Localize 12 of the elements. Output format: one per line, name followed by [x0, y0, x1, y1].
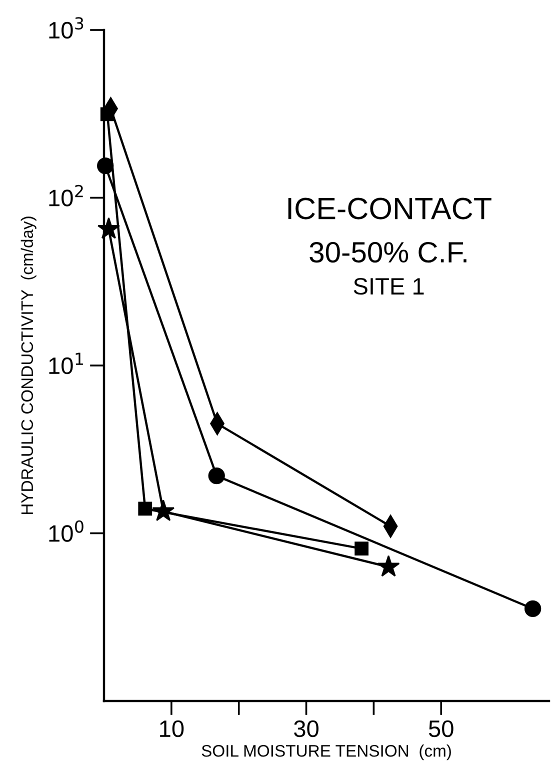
- y-tick-label: 10$^{0}$: [49, 520, 84, 542]
- y-tick-label: 10$^{2}$: [49, 184, 83, 206]
- x-tick-label: 30: [294, 720, 318, 738]
- annotation: 30-50% C.F.: [310, 242, 466, 263]
- x-tick-label: 10: [160, 720, 184, 738]
- y-axis-title: HYDRAULIC CONDUCTIVITY (cm/day): [20, 216, 36, 514]
- y-tick-label: 10$^{1}$: [49, 352, 83, 374]
- annotation: SITE 1: [354, 278, 424, 295]
- x-tick-label: 50: [428, 720, 454, 738]
- x-axis-title: SOIL MOISTURE TENSION (cm): [202, 744, 451, 760]
- y-tick-label: 10$^{3}$: [49, 17, 84, 39]
- annotation: ICE-CONTACT: [288, 198, 492, 220]
